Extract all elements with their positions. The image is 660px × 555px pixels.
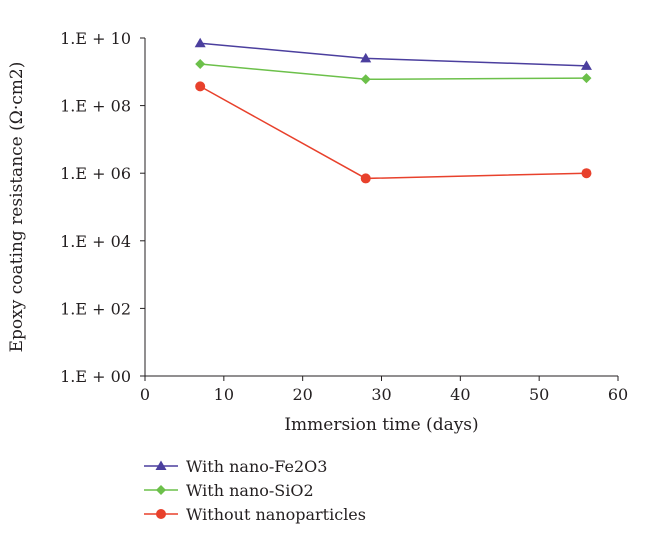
y-tick-label: 1.E + 10 — [60, 29, 131, 48]
y-tick-label: 1.E + 06 — [60, 164, 131, 183]
y-axis-title: Epoxy coating resistance (Ω·cm2) — [7, 62, 27, 353]
x-tick-label: 40 — [450, 385, 470, 404]
series-layer — [194, 37, 592, 184]
series-line — [199, 85, 587, 180]
legend-entry: Without nanoparticles — [144, 505, 366, 524]
series-triangle — [194, 37, 592, 70]
series-diamond — [195, 59, 592, 85]
legend-label: With nano-Fe2O3 — [186, 457, 327, 476]
data-point — [360, 52, 372, 63]
y-tick-label: 1.E + 04 — [60, 232, 131, 251]
data-point — [581, 73, 592, 84]
data-point — [580, 60, 592, 70]
x-tick-label: 0 — [140, 385, 150, 404]
axes: 0 10 20 30 40 50 60 1.E + 00 1.E + 02 1.E + 04 1.E… — [7, 29, 628, 435]
series-circle — [195, 81, 592, 184]
data-point — [195, 59, 206, 70]
y-tick-label: 1.E + 08 — [60, 97, 131, 116]
y-tick-label: 1.E + 02 — [60, 299, 131, 318]
x-tick-label: 60 — [608, 385, 628, 404]
x-tick-label: 10 — [214, 385, 234, 404]
legend-label: With nano-SiO2 — [186, 481, 314, 500]
x-tick-label: 50 — [529, 385, 549, 404]
legend-label: Without nanoparticles — [186, 505, 366, 524]
x-axis-title: Immersion time (days) — [284, 415, 478, 435]
y-tick-label: 1.E + 00 — [60, 367, 131, 386]
legend-marker — [156, 509, 166, 519]
legend-entry: With nano-Fe2O3 — [144, 457, 327, 476]
legend-marker — [156, 485, 166, 495]
data-point — [194, 37, 206, 48]
legend-marker — [155, 460, 167, 470]
data-point — [581, 168, 592, 179]
x-tick-label: 20 — [292, 385, 312, 404]
data-point — [360, 173, 371, 184]
data-point — [360, 74, 371, 85]
legend-entry: With nano-SiO2 — [144, 481, 314, 500]
series-line — [200, 42, 587, 67]
x-tick-label: 30 — [371, 385, 391, 404]
data-point — [195, 81, 206, 92]
series-line — [200, 63, 587, 81]
legend: With nano-Fe2O3 With nano-SiO2 Without nan… — [144, 457, 366, 524]
